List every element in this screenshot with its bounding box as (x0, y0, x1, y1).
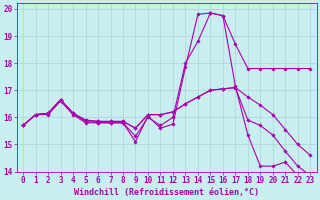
X-axis label: Windchill (Refroidissement éolien,°C): Windchill (Refroidissement éolien,°C) (74, 188, 259, 197)
